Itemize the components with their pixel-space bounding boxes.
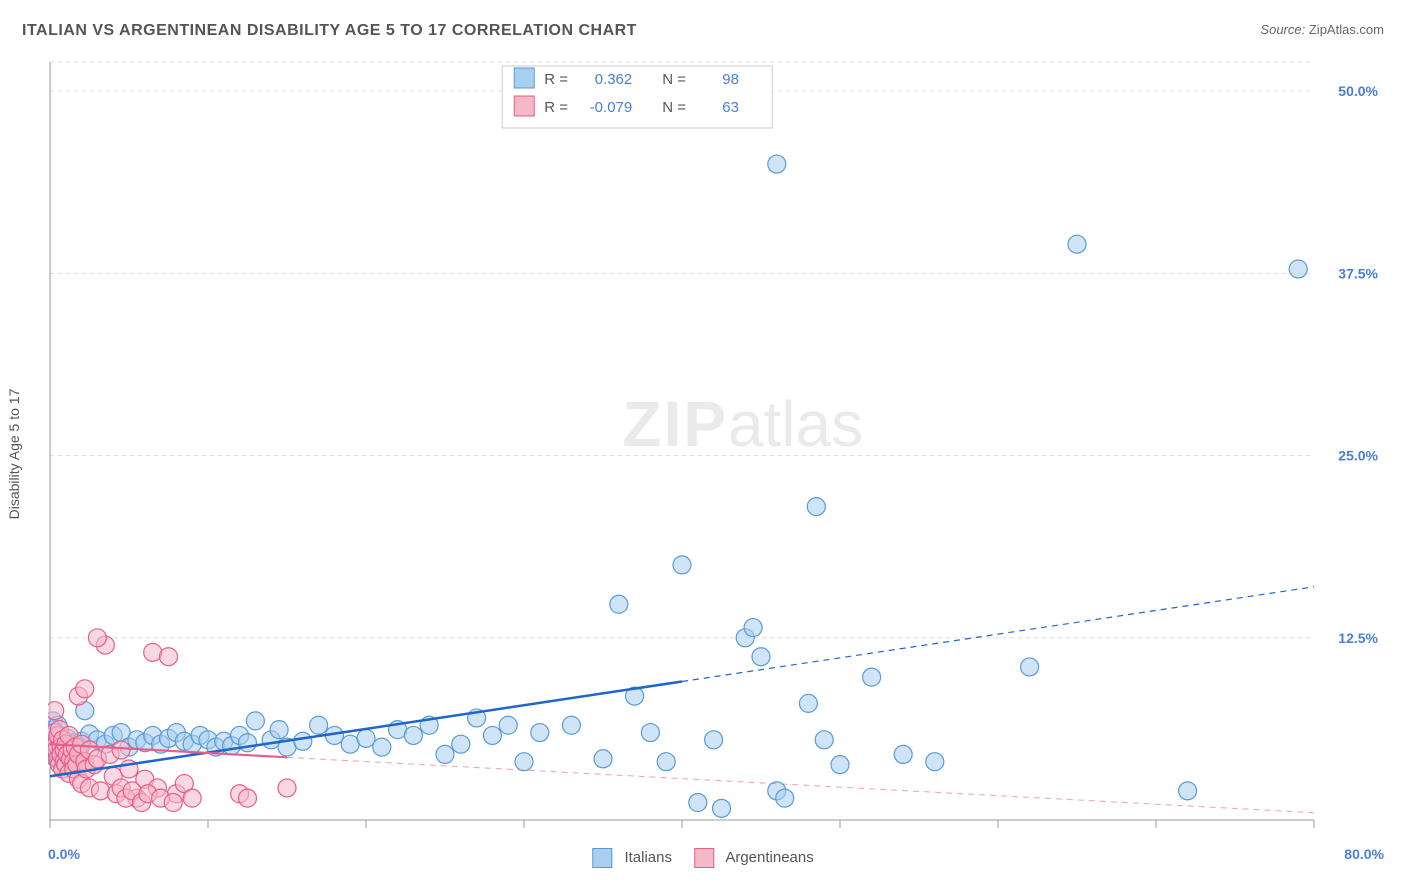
trend-line-extrapolated	[287, 757, 1314, 812]
data-point	[164, 794, 182, 812]
legend-label-italians: Italians	[624, 849, 672, 866]
data-point	[373, 738, 391, 756]
data-point	[776, 789, 794, 807]
data-point	[689, 794, 707, 812]
legend-n-label: N =	[662, 71, 686, 88]
data-point	[562, 716, 580, 734]
legend-r-value: 0.362	[595, 71, 633, 88]
legend-n-value: 63	[722, 99, 739, 116]
data-point	[278, 779, 296, 797]
data-point	[594, 750, 612, 768]
data-point	[744, 619, 762, 637]
data-point	[1068, 235, 1086, 253]
data-point	[239, 789, 257, 807]
data-point	[144, 643, 162, 661]
data-point	[76, 680, 94, 698]
data-point	[270, 721, 288, 739]
legend-swatch-blue	[592, 848, 612, 868]
data-point	[88, 629, 106, 647]
legend-item-italians: Italians	[592, 848, 672, 868]
legend-r-label: R =	[544, 71, 568, 88]
source-attribution: Source: ZipAtlas.com	[1260, 22, 1384, 37]
data-point	[183, 789, 201, 807]
data-point	[610, 595, 628, 613]
plot-area: 12.5% 25.0% 37.5% 50.0% ZIPatlas R = 0.362 N = 9…	[48, 60, 1384, 832]
y-axis-label: Disability Age 5 to 17	[6, 389, 22, 520]
data-point	[246, 712, 264, 730]
data-point	[310, 716, 328, 734]
legend-r-value: -0.079	[590, 99, 633, 116]
scatter-plot: 12.5% 25.0% 37.5% 50.0% ZIPatlas R = 0.362 N = 9…	[48, 60, 1384, 832]
bottom-legend: Italians Argentineans	[592, 848, 813, 868]
data-point	[894, 745, 912, 763]
source-label: Source:	[1260, 22, 1305, 37]
data-point	[48, 702, 64, 720]
data-point	[705, 731, 723, 749]
y-tick-label: 25.0%	[1338, 448, 1378, 464]
y-tick-label: 37.5%	[1338, 265, 1378, 281]
data-point	[1289, 260, 1307, 278]
data-point	[831, 756, 849, 774]
legend-item-argentineans: Argentineans	[694, 848, 814, 868]
source-value: ZipAtlas.com	[1309, 22, 1384, 37]
legend-label-argentineans: Argentineans	[725, 849, 813, 866]
data-point	[752, 648, 770, 666]
legend-n-label: N =	[662, 99, 686, 116]
data-point	[815, 731, 833, 749]
data-point	[673, 556, 691, 574]
chart-title: ITALIAN VS ARGENTINEAN DISABILITY AGE 5 …	[22, 22, 637, 40]
data-point	[515, 753, 533, 771]
data-point	[799, 694, 817, 712]
data-point	[357, 729, 375, 747]
x-max-label: 80.0%	[1344, 846, 1384, 862]
data-point	[112, 741, 130, 759]
legend-swatch	[514, 96, 534, 116]
chart-container: ITALIAN VS ARGENTINEAN DISABILITY AGE 5 …	[0, 0, 1406, 892]
data-point	[483, 726, 501, 744]
data-point	[807, 498, 825, 516]
x-min-label: 0.0%	[48, 846, 80, 862]
data-point	[713, 799, 731, 817]
data-point	[160, 648, 178, 666]
data-point	[452, 735, 470, 753]
data-point	[863, 668, 881, 686]
trend-line-extrapolated	[682, 587, 1314, 682]
legend-r-label: R =	[544, 99, 568, 116]
legend-swatch	[514, 68, 534, 88]
data-point	[499, 716, 517, 734]
data-point	[768, 155, 786, 173]
y-tick-label: 12.5%	[1338, 630, 1378, 646]
data-point	[436, 745, 454, 763]
y-tick-label: 50.0%	[1338, 83, 1378, 99]
legend-swatch-pink	[694, 848, 714, 868]
watermark: ZIPatlas	[622, 388, 863, 460]
data-point	[1021, 658, 1039, 676]
data-point	[1179, 782, 1197, 800]
data-point	[926, 753, 944, 771]
data-point	[404, 726, 422, 744]
data-point	[294, 732, 312, 750]
legend-n-value: 98	[722, 71, 739, 88]
data-point	[531, 724, 549, 742]
data-point	[657, 753, 675, 771]
data-point	[641, 724, 659, 742]
data-point	[239, 734, 257, 752]
data-point	[92, 782, 110, 800]
